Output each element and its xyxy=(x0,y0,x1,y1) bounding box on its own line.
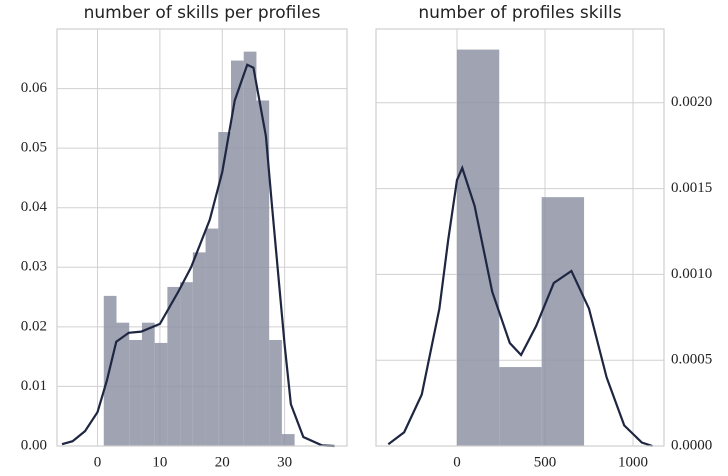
x-tick-label: 0 xyxy=(94,454,102,470)
bar xyxy=(192,252,206,446)
subplot: 0 500 1000 0.0000 0.0005 0.0010 0.0015 0.0020 nu… xyxy=(375,3,712,470)
y-tick-label: 0.0015 xyxy=(671,180,712,196)
bar xyxy=(281,434,295,446)
x-tick-label: 1000 xyxy=(618,454,648,470)
y-tick-label: 0.0000 xyxy=(671,437,712,453)
y-tick-label: 0.06 xyxy=(21,80,48,96)
x-tick-label: 10 xyxy=(152,454,167,470)
bar xyxy=(541,197,585,446)
density-line xyxy=(61,63,335,448)
y-tick-label: 0.0020 xyxy=(671,94,712,110)
bar xyxy=(154,342,168,446)
x-tick-label: 500 xyxy=(534,454,557,470)
x-tick-label: 30 xyxy=(277,454,292,470)
y-tick-label: 0.03 xyxy=(21,259,47,275)
bar xyxy=(205,228,219,446)
bar xyxy=(116,322,130,446)
subplot: 0 10 20 30 0.00 0.01 0.02 0.03 0.04 0.05 0.06 numbe… xyxy=(21,3,348,470)
bar xyxy=(499,367,542,446)
bar xyxy=(456,49,500,447)
y-tick-label: 0.05 xyxy=(21,140,47,156)
bar xyxy=(256,100,270,446)
y-tick-label: 0.00 xyxy=(21,437,47,453)
y-tick-label: 0.01 xyxy=(21,378,47,394)
chart-title: number of profiles skills xyxy=(418,3,621,23)
y-tick-label: 0.04 xyxy=(21,199,48,215)
y-tick-label: 0.0005 xyxy=(671,352,712,368)
bar xyxy=(180,282,193,446)
y-tick-label: 0.0010 xyxy=(671,266,712,282)
bar xyxy=(129,339,142,446)
bar xyxy=(231,60,244,447)
bar xyxy=(269,339,282,446)
chart-title: number of skills per profiles xyxy=(84,3,321,23)
x-tick-label: 20 xyxy=(215,454,230,470)
plot-frame xyxy=(375,28,665,447)
bar xyxy=(141,322,155,446)
bar xyxy=(218,132,231,446)
density-line xyxy=(387,164,653,448)
x-tick-label: 0 xyxy=(453,454,461,470)
y-tick-label: 0.02 xyxy=(21,318,47,334)
bar xyxy=(167,286,181,446)
plot-frame xyxy=(56,28,348,447)
bar xyxy=(243,51,257,446)
